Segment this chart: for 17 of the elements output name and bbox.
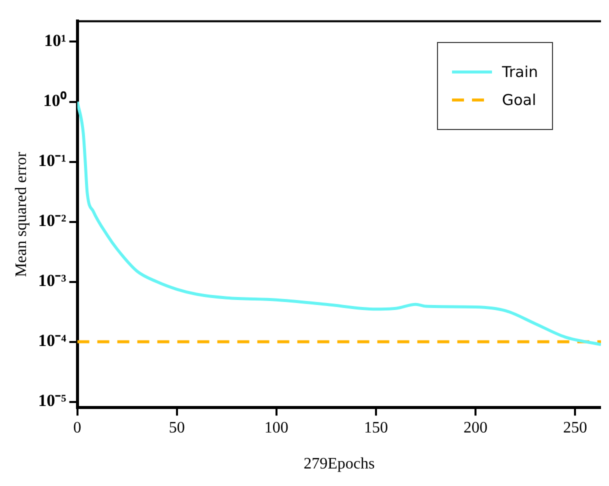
legend-label: Goal <box>502 91 536 109</box>
y-tick-label: 10⁻² <box>38 211 66 230</box>
y-tick-label: 10⁻⁴ <box>38 331 66 350</box>
y-tick-label: 10⁰ <box>43 91 66 110</box>
x-tick-label: 250 <box>563 419 588 436</box>
y-tick-label: 10⁻⁵ <box>38 391 66 410</box>
x-axis-title: 279Epochs <box>304 456 375 473</box>
y-tick-label: 10⁻¹ <box>38 151 66 170</box>
y-axis-title: Mean squared error <box>12 151 30 278</box>
y-tick-label: 10¹ <box>44 31 66 50</box>
x-tick-label: 200 <box>464 419 488 436</box>
x-tick-label: 50 <box>168 419 185 436</box>
x-tick-label: 150 <box>364 419 388 436</box>
x-tick-label: 0 <box>73 419 82 436</box>
x-tick-label: 100 <box>264 419 288 436</box>
y-tick-label: 10⁻³ <box>38 271 66 290</box>
legend-label: Train <box>502 63 538 81</box>
